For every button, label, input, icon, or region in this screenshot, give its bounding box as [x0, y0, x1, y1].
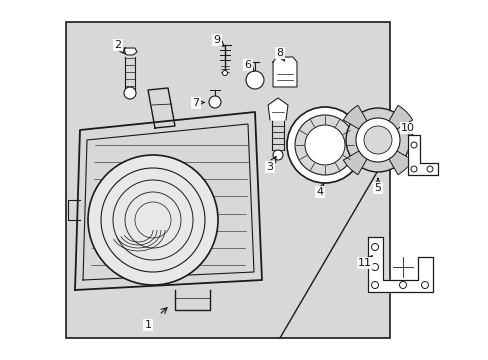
Circle shape: [363, 126, 391, 154]
Wedge shape: [343, 105, 377, 140]
Circle shape: [222, 71, 227, 76]
Text: 8: 8: [276, 48, 283, 58]
Circle shape: [355, 118, 399, 162]
Circle shape: [245, 71, 264, 89]
Bar: [66, 22, 389, 338]
Text: 5: 5: [374, 183, 381, 193]
Polygon shape: [267, 98, 287, 120]
Text: 3: 3: [266, 162, 273, 172]
Circle shape: [286, 107, 362, 183]
Wedge shape: [343, 140, 377, 175]
Circle shape: [124, 87, 136, 99]
Wedge shape: [377, 105, 412, 140]
Polygon shape: [367, 237, 432, 292]
Text: 10: 10: [400, 123, 414, 133]
Text: 9: 9: [213, 35, 220, 45]
Polygon shape: [123, 48, 137, 55]
Polygon shape: [407, 135, 437, 175]
Polygon shape: [272, 57, 296, 87]
Text: 7: 7: [192, 98, 199, 108]
Circle shape: [272, 150, 283, 160]
Text: 4: 4: [316, 187, 323, 197]
Text: 6: 6: [244, 60, 251, 70]
Circle shape: [208, 96, 221, 108]
Text: 2: 2: [114, 40, 122, 50]
Circle shape: [305, 125, 345, 165]
Text: 11: 11: [357, 258, 371, 268]
Text: 1: 1: [144, 320, 151, 330]
Circle shape: [346, 108, 409, 172]
Wedge shape: [377, 140, 412, 175]
Circle shape: [294, 115, 354, 175]
Circle shape: [88, 155, 218, 285]
